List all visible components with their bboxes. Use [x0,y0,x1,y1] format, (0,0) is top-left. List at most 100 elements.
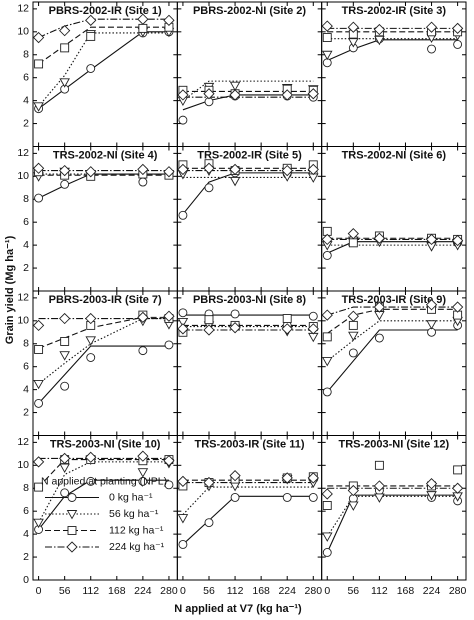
marker [177,163,189,176]
fit-line [38,316,169,349]
marker [163,166,175,178]
marker [374,311,385,321]
x-tick-label: 56 [59,585,71,597]
fit-line [326,495,458,537]
y-tick-label: 12 [17,147,29,159]
marker [321,233,333,246]
marker [426,320,437,330]
fit-line [327,241,458,254]
marker [348,320,358,330]
marker [86,31,96,41]
marker [138,23,148,33]
fit-line [38,32,169,107]
panel-title: PBRS-2003-IR (Site 7) [49,294,162,306]
marker [177,514,189,524]
marker [164,480,174,490]
x-tick-label: 224 [423,585,441,597]
marker [34,345,44,354]
marker [177,475,189,488]
marker [59,463,70,474]
marker [307,88,319,100]
marker [177,318,189,328]
marker [451,22,464,35]
marker [85,14,97,26]
fit-line [38,173,169,199]
marker [308,332,319,343]
panel-title: TRS-2003-NI (Site 12) [339,438,450,450]
marker [308,492,318,502]
x-tick-label: 0 [324,585,330,597]
fit-line [326,320,458,362]
marker [137,450,149,462]
marker [32,319,45,332]
panel-frame [32,1,178,147]
marker [426,491,437,501]
marker [32,31,45,44]
fit-line [182,486,314,516]
marker [33,518,44,529]
fit-line [182,80,314,102]
marker [163,455,175,467]
fit-line [38,31,169,110]
x-tick-label: 0 [36,585,42,597]
panel-title: PBRS-2002-NI (Site 2) [193,5,306,17]
marker [322,250,332,260]
marker [374,493,385,503]
y-tick-label: 6 [23,216,29,228]
panel-title: PBRS-2003-NI (Site 8) [193,294,306,306]
panel-frame [32,146,178,292]
y-tick-label: 10 [17,315,29,327]
marker [60,43,70,53]
marker [86,353,96,362]
legend-label: 224 kg ha⁻¹ [109,541,165,553]
marker [85,312,97,325]
marker [348,38,359,48]
marker [425,299,438,311]
marker [308,311,318,321]
marker [229,89,241,101]
y-tick-label: 10 [17,459,29,471]
marker [374,35,385,46]
marker [32,162,45,174]
y-tick-label: 8 [23,49,29,61]
marker [425,478,438,490]
marker [34,193,44,203]
legend-marker [67,526,77,535]
marker [60,381,70,391]
marker [163,310,175,322]
marker [348,348,358,358]
marker [347,21,359,33]
panel-title: TRS-2003-IR (Site 9) [342,294,447,306]
marker [230,309,240,319]
legend-marker [66,541,78,553]
panel-frame [321,435,467,581]
marker [348,238,358,248]
marker [204,183,214,193]
y-tick-label: 4 [23,239,29,251]
x-tick-label: 168 [108,585,126,597]
marker [321,532,333,542]
legend-marker [66,510,78,520]
marker [86,64,96,73]
marker [321,50,333,61]
marker [59,25,71,37]
marker [322,501,332,510]
legend-label: 56 kg ha⁻¹ [109,508,159,520]
marker [138,177,148,187]
y-tick-label: 2 [23,117,29,129]
marker [59,164,71,177]
x-tick-label: 0 [180,585,186,597]
y-tick-label: 8 [23,193,29,205]
y-tick-label: 6 [23,505,29,517]
marker [203,476,215,489]
marker [137,468,149,478]
fit-line [38,26,169,65]
marker [34,59,44,69]
x-tick-label: 280 [305,585,323,597]
marker [137,311,149,324]
marker [453,465,463,475]
fit-line [38,345,169,404]
y-tick-label: 8 [23,338,29,350]
marker [86,476,96,486]
marker [178,210,188,220]
